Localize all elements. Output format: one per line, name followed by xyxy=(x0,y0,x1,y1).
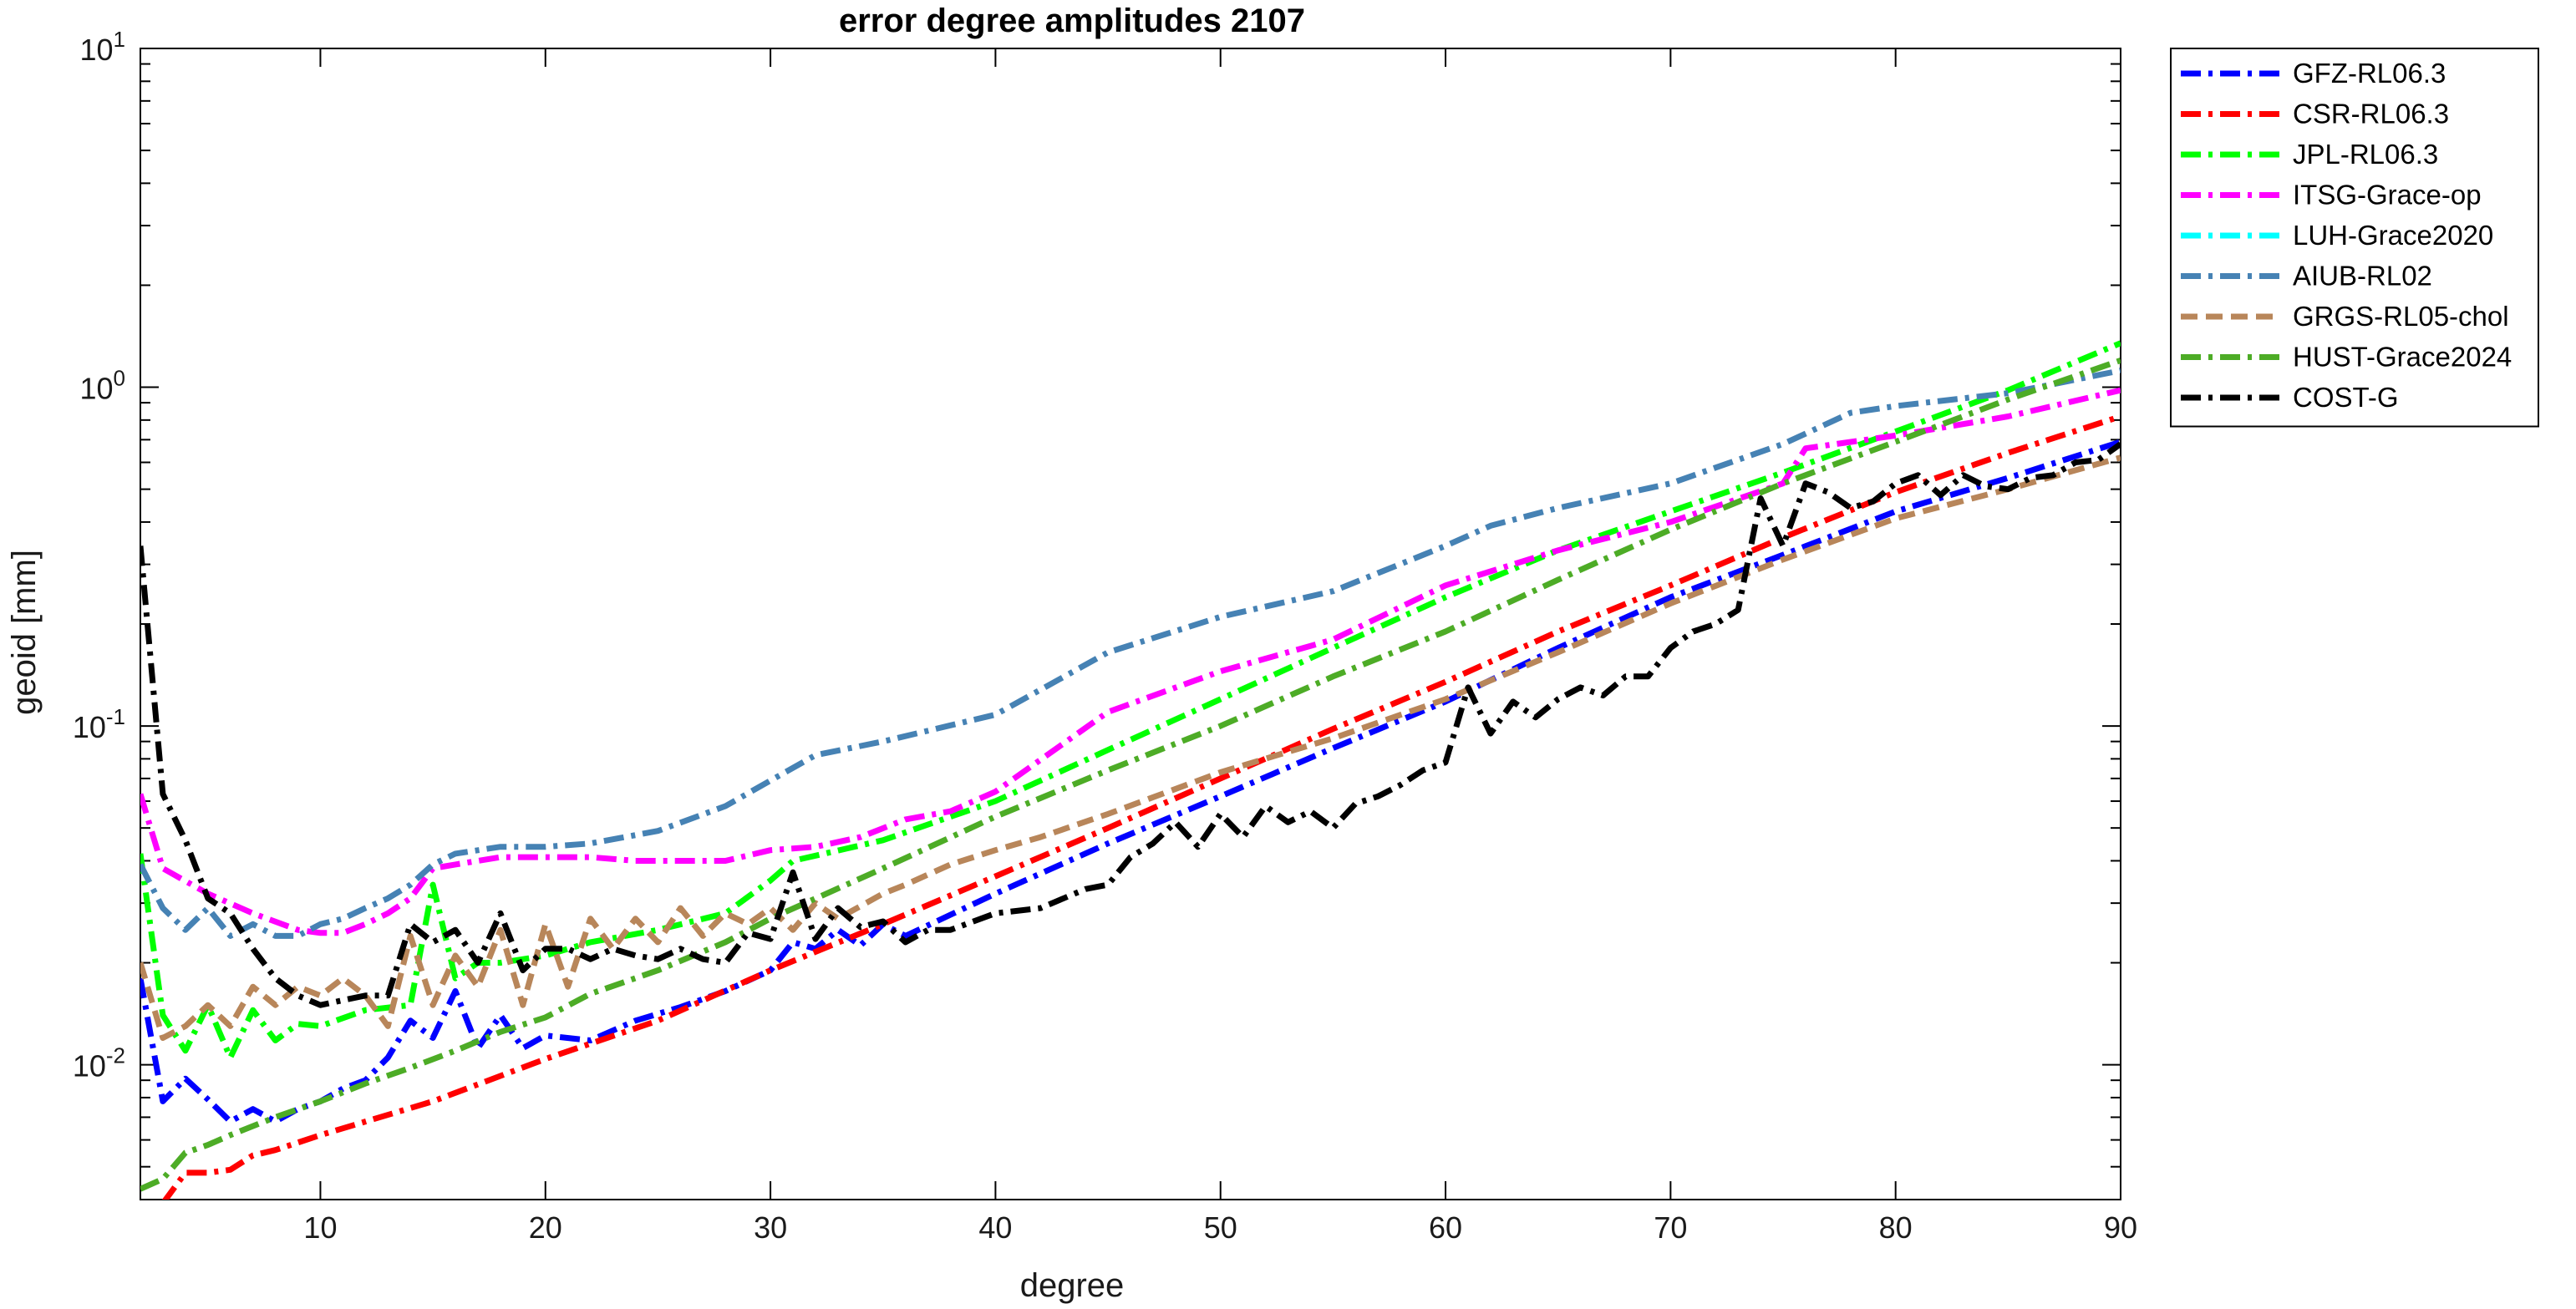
x-tick-label: 50 xyxy=(1204,1210,1237,1245)
legend-label: COST-G xyxy=(2293,382,2399,413)
series-line-jpl-rl06-3 xyxy=(140,340,2121,1061)
x-axis-label: degree xyxy=(1020,1267,1125,1304)
x-tick-label: 80 xyxy=(1879,1210,1913,1245)
series-line-csr-rl06-3 xyxy=(161,414,2121,1200)
legend-label: GRGS-RL05-chol xyxy=(2293,301,2509,332)
series-layer xyxy=(140,340,2121,1200)
legend-label: ITSG-Grace-op xyxy=(2293,180,2482,211)
x-axis-ticks: 10 20 30 40 50 60 70 80 90 xyxy=(303,48,2137,1245)
series-line-itsg-grace-op xyxy=(140,387,2121,936)
series-line-grgs-rl05-chol xyxy=(140,454,2121,1041)
x-tick-label: 30 xyxy=(754,1210,787,1245)
y-axis-label: geoid [mm] xyxy=(6,550,43,715)
legend-label: JPL-RL06.3 xyxy=(2293,139,2438,170)
y-axis-ticks: 10-2 10-1 100 101 xyxy=(73,27,2121,1200)
series-line-cost-g xyxy=(140,441,2121,1008)
x-tick-label: 10 xyxy=(303,1210,337,1245)
legend-label: LUH-Grace2020 xyxy=(2293,220,2493,251)
legend-label: GFZ-RL06.3 xyxy=(2293,58,2446,89)
y-tick-label: 10-2 xyxy=(73,1043,125,1083)
x-tick-label: 40 xyxy=(978,1210,1012,1245)
y-tick-label: 101 xyxy=(79,27,125,67)
x-tick-label: 90 xyxy=(2104,1210,2137,1245)
series-line-aiub-rl02 xyxy=(140,368,2121,939)
chart-title: error degree amplitudes 2107 xyxy=(839,3,1305,39)
legend: GFZ-RL06.3 CSR-RL06.3 JPL-RL06.3 ITSG-Grace… xyxy=(2170,48,2539,428)
legend-label: AIUB-RL02 xyxy=(2293,261,2432,292)
legend-label: CSR-RL06.3 xyxy=(2293,99,2449,129)
y-tick-label: 100 xyxy=(79,366,125,406)
plot-area xyxy=(140,48,2121,1200)
x-tick-label: 70 xyxy=(1654,1210,1687,1245)
y-tick-label: 10-1 xyxy=(73,704,125,744)
x-tick-label: 20 xyxy=(529,1210,562,1245)
x-tick-label: 60 xyxy=(1429,1210,1462,1245)
legend-label: HUST-Grace2024 xyxy=(2293,342,2512,373)
